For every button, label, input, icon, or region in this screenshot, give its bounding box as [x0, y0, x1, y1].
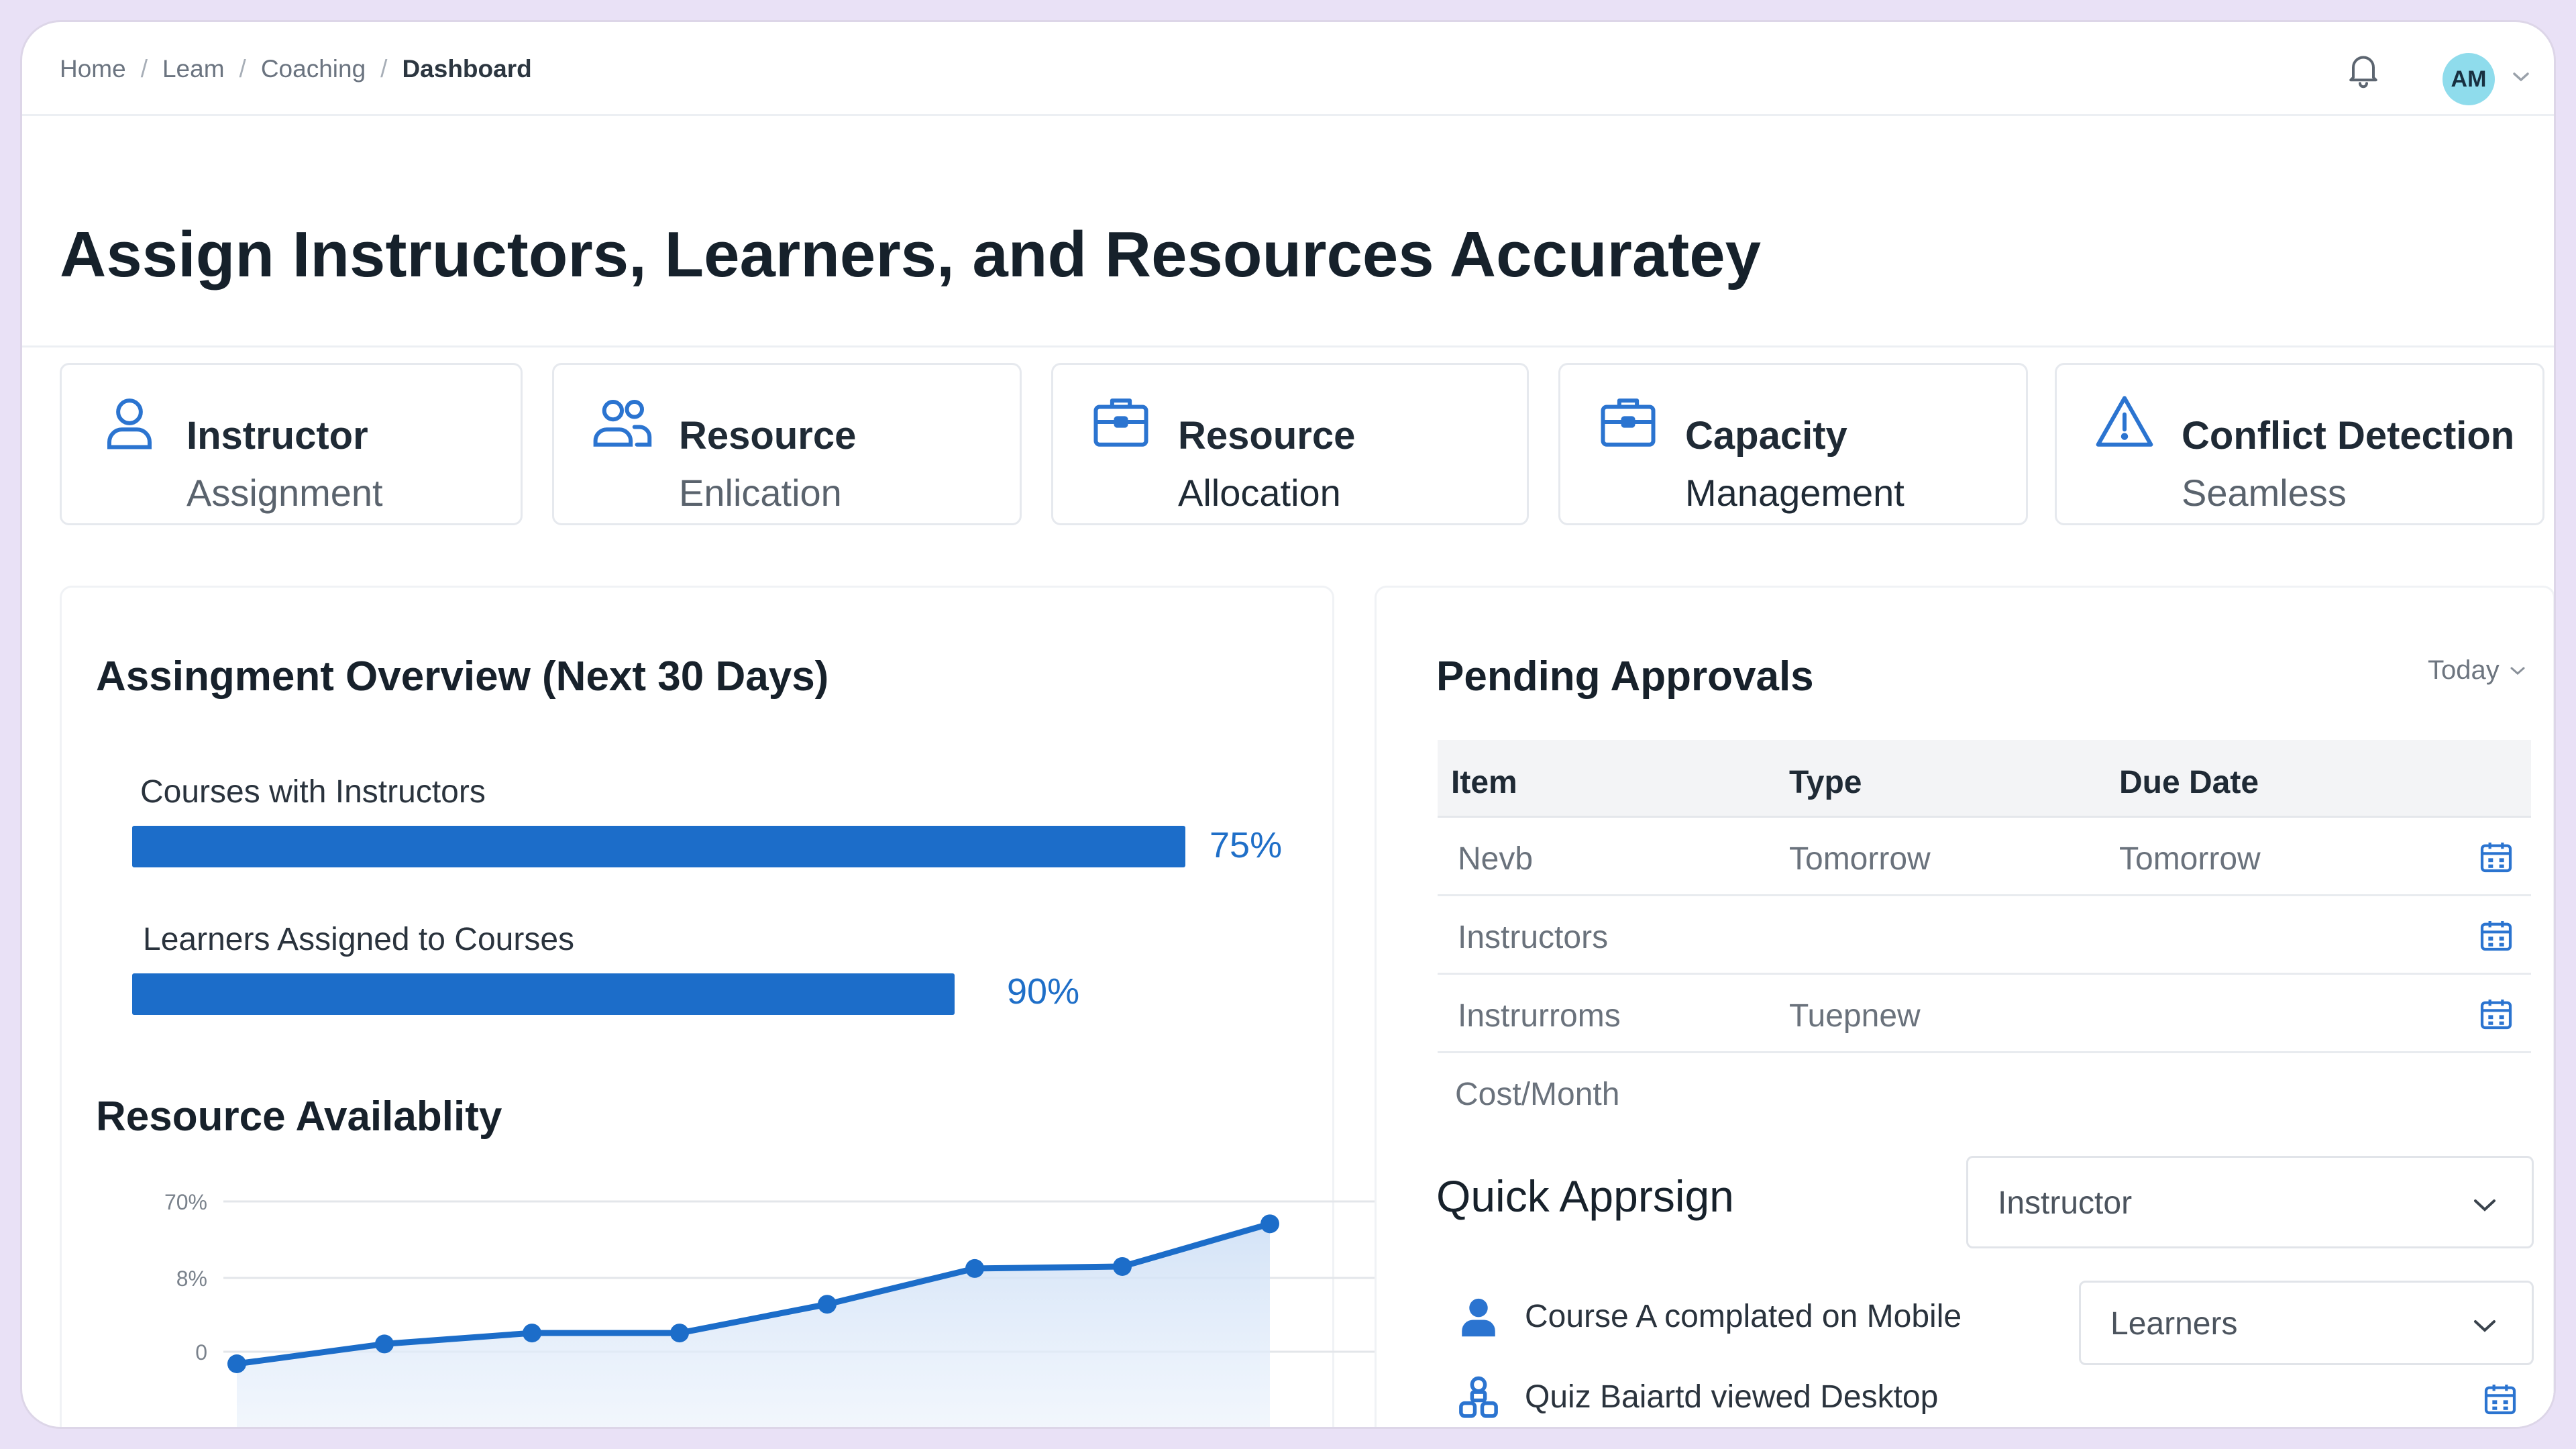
breadcrumb-separator: / — [140, 55, 148, 83]
briefcase-icon — [1601, 398, 1656, 447]
activity-item[interactable]: Quiz Baiartd viewed Desktop — [1525, 1379, 1939, 1415]
cell-item: Instrurroms — [1458, 998, 1621, 1034]
cell-due-date: Tomorrow — [2119, 841, 2261, 877]
chevron-down-icon — [2510, 667, 2525, 675]
breadcrumb-learn[interactable]: Leam — [162, 55, 225, 83]
feature-subtitle: Allocation — [1178, 472, 1341, 514]
chevron-down-icon — [2474, 1320, 2496, 1332]
assignment-overview-title: Assingment Overview (Next 30 Days) — [96, 653, 829, 700]
cell-item: Instructors — [1458, 920, 1609, 955]
bar-label: Learners Assigned to Courses — [143, 922, 575, 957]
chart-point[interactable] — [375, 1334, 394, 1354]
user-icon — [107, 398, 152, 449]
feature-title: Conflict Detection — [2182, 414, 2515, 458]
divider — [22, 345, 2554, 347]
calendar-icon[interactable] — [2477, 995, 2515, 1032]
top-bar: Home / Leam / Coaching / Dashboard AM — [22, 22, 2554, 116]
chart-point[interactable] — [965, 1258, 984, 1278]
date-filter-label: Today — [2428, 655, 2500, 685]
bell-icon[interactable] — [2343, 49, 2383, 89]
approvals-table: Item Type Due Date Nevb Tomorrow Tomorro… — [1438, 740, 2531, 1132]
feature-card-resource-enlication[interactable]: Resource Enlication — [552, 363, 1022, 525]
feature-title: Capacity — [1685, 414, 1847, 458]
quick-assign-title: Quick Apprsign — [1436, 1171, 1734, 1221]
breadcrumb-separator: / — [239, 55, 246, 83]
y-tick-label: 0 — [195, 1340, 207, 1364]
progress-bar-courses — [132, 826, 1185, 867]
bar-percentage: 75% — [1210, 825, 1283, 865]
chart-point[interactable] — [1113, 1256, 1132, 1276]
activity-item[interactable]: Course A complated on Mobile — [1525, 1299, 1962, 1334]
pending-approvals-title: Pending Approvals — [1436, 653, 1814, 700]
feature-card-capacity-management[interactable]: Capacity Management — [1558, 363, 2028, 525]
table-row[interactable]: Instrurroms Tuepnew — [1438, 975, 2531, 1053]
chart-point[interactable] — [227, 1354, 246, 1373]
chart-area-fill — [237, 1224, 1270, 1427]
calendar-icon[interactable] — [2477, 916, 2515, 954]
instructor-select-value: Instructor — [1998, 1185, 2133, 1221]
feature-card-resource-allocation[interactable]: Resource Allocation — [1051, 363, 1529, 525]
chart-point[interactable] — [523, 1324, 541, 1343]
table-header: Item Type Due Date — [1438, 740, 2531, 818]
bar-label: Courses with Instructors — [140, 774, 486, 810]
feature-subtitle: Assignment — [186, 472, 383, 514]
column-header-due-date[interactable]: Due Date — [2119, 765, 2259, 800]
breadcrumb-coaching[interactable]: Coaching — [260, 55, 366, 83]
calendar-icon[interactable] — [2481, 1380, 2519, 1417]
breadcrumb: Home / Leam / Coaching / Dashboard — [60, 22, 532, 116]
person-icon — [1462, 1298, 1495, 1337]
feature-title: Instructor — [186, 414, 368, 458]
feature-title: Resource — [1178, 414, 1356, 458]
chart-point[interactable] — [670, 1324, 689, 1343]
column-header-type[interactable]: Type — [1789, 765, 1862, 800]
learners-select-value: Learners — [2110, 1306, 2238, 1342]
learners-select[interactable]: Learners — [2079, 1281, 2534, 1365]
table-row[interactable]: Cost/Month — [1438, 1053, 2531, 1132]
resource-availability-chart: 70% 8% 0 — [164, 1190, 1377, 1427]
column-header-item[interactable]: Item — [1451, 765, 1517, 800]
date-filter-dropdown[interactable]: Today — [2428, 655, 2526, 686]
chart-series-line — [236, 1220, 1271, 1367]
feature-subtitle: Enlication — [679, 472, 842, 514]
feature-card-conflict-detection[interactable]: Conflict Detection Seamless — [2055, 363, 2544, 525]
y-tick-label: 70% — [164, 1190, 207, 1214]
progress-bar-learners — [132, 973, 955, 1015]
chevron-down-icon — [2474, 1199, 2496, 1212]
table-row[interactable]: Instructors — [1438, 896, 2531, 975]
feature-subtitle: Seamless — [2182, 472, 2347, 514]
breadcrumb-current: Dashboard — [402, 55, 532, 83]
chart-point[interactable] — [818, 1295, 837, 1314]
cell-item: Cost/Month — [1455, 1077, 1620, 1112]
warning-icon — [2096, 396, 2153, 447]
calendar-icon[interactable] — [2477, 838, 2515, 875]
chart-point[interactable] — [1260, 1214, 1279, 1234]
cell-item: Nevb — [1458, 841, 1534, 877]
users-icon — [593, 400, 652, 447]
feature-card-instructor-assignment[interactable]: Instructor Assignment — [60, 363, 523, 525]
avatar[interactable]: AM — [2443, 53, 2495, 105]
resource-availability-title: Resource Availablity — [96, 1093, 502, 1140]
bar-percentage: 90% — [1007, 971, 1080, 1012]
feature-subtitle: Management — [1685, 472, 1904, 514]
instructor-select[interactable]: Instructor — [1966, 1156, 2534, 1248]
y-tick-label: 8% — [176, 1267, 207, 1291]
app-window: Home / Leam / Coaching / Dashboard AM As… — [20, 20, 2556, 1429]
cell-type: Tuepnew — [1789, 998, 1921, 1034]
breadcrumb-separator: / — [380, 55, 388, 83]
cell-type: Tomorrow — [1789, 841, 1931, 877]
page-title: Assign Instructors, Learners, and Resour… — [60, 219, 1762, 290]
feature-title: Resource — [679, 414, 857, 458]
chevron-down-icon[interactable] — [2511, 70, 2531, 84]
briefcase-icon — [1093, 398, 1148, 447]
breadcrumb-home[interactable]: Home — [60, 55, 126, 83]
table-row[interactable]: Nevb Tomorrow Tomorrow — [1438, 818, 2531, 896]
group-icon — [1459, 1376, 1498, 1418]
